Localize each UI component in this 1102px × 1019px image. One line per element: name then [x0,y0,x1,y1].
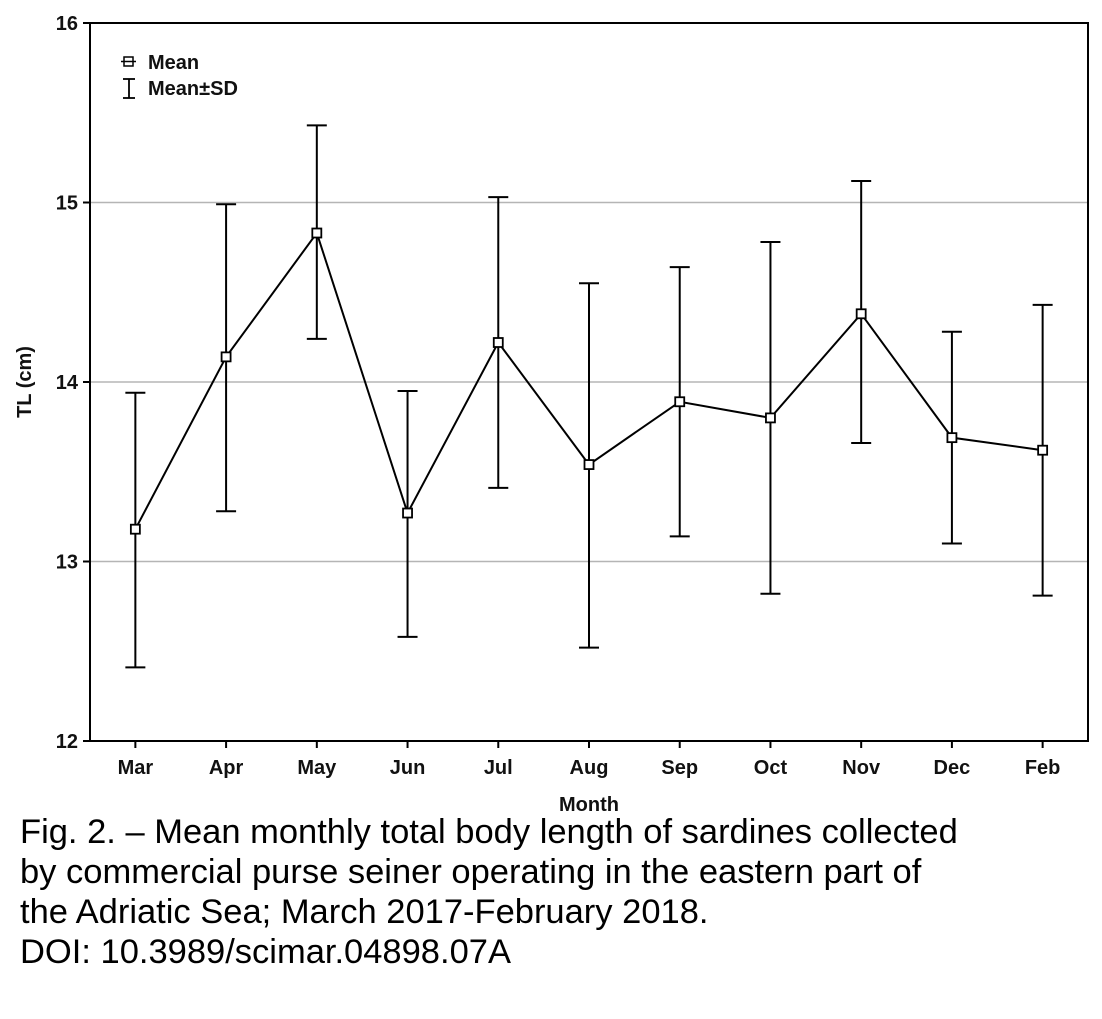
caption-line: by commercial purse seiner operating in … [20,853,922,891]
x-axis: Mar Apr May Jun Jul Aug Sep Oct Nov Dec Feb [118,741,1061,779]
mean-point [311,227,323,239]
mean-point [855,308,867,320]
x-tick-label: Aug [570,757,609,779]
x-tick-label: May [297,757,337,779]
y-tick-label: 14 [56,372,79,394]
x-tick-label: Apr [209,757,244,779]
x-axis-title: Month [559,794,619,812]
legend-entry-mean: Mean [148,52,199,74]
y-tick-label: 12 [56,731,78,753]
x-tick-label: Sep [661,757,698,779]
legend: Mean Mean±SD [121,52,238,100]
y-tick-label: 13 [56,552,78,574]
x-tick-label: Oct [754,757,788,779]
chart: 12 13 14 15 16 Mar Apr May Jun Jul Aug Sep Oct Nov De… [14,13,1089,812]
x-tick-label: Jul [484,757,513,779]
error-bars [125,124,1053,669]
x-tick-label: Mar [118,757,154,779]
x-tick-label: Feb [1025,757,1061,779]
mean-markers [129,227,1049,535]
y-tick-label: 16 [56,13,78,35]
caption-line: the Adriatic Sea; March 2017-February 20… [20,893,709,931]
figure-caption: Fig. 2. – Mean monthly total body length… [20,812,1095,972]
legend-sd-glyph [123,78,135,99]
y-tick-label: 15 [56,193,78,215]
mean-point [129,523,141,535]
caption-line: DOI: 10.3989/scimar.04898.07A [20,933,511,971]
x-tick-label: Nov [842,757,881,779]
mean-point [674,396,686,408]
legend-entry-mean-sd: Mean±SD [148,78,238,100]
mean-point [492,337,504,348]
x-tick-label: Dec [934,757,971,779]
y-axis-title: TL (cm) [14,346,36,418]
mean-point [220,351,232,363]
x-tick-label: Jun [390,757,426,779]
caption-line: Fig. 2. – Mean monthly total body length… [20,813,958,851]
mean-point [765,412,776,424]
mean-point [583,459,595,470]
mean-point [946,432,958,444]
y-axis: 12 13 14 15 16 [56,13,90,753]
mean-point [1037,444,1049,456]
mean-point [402,507,413,519]
